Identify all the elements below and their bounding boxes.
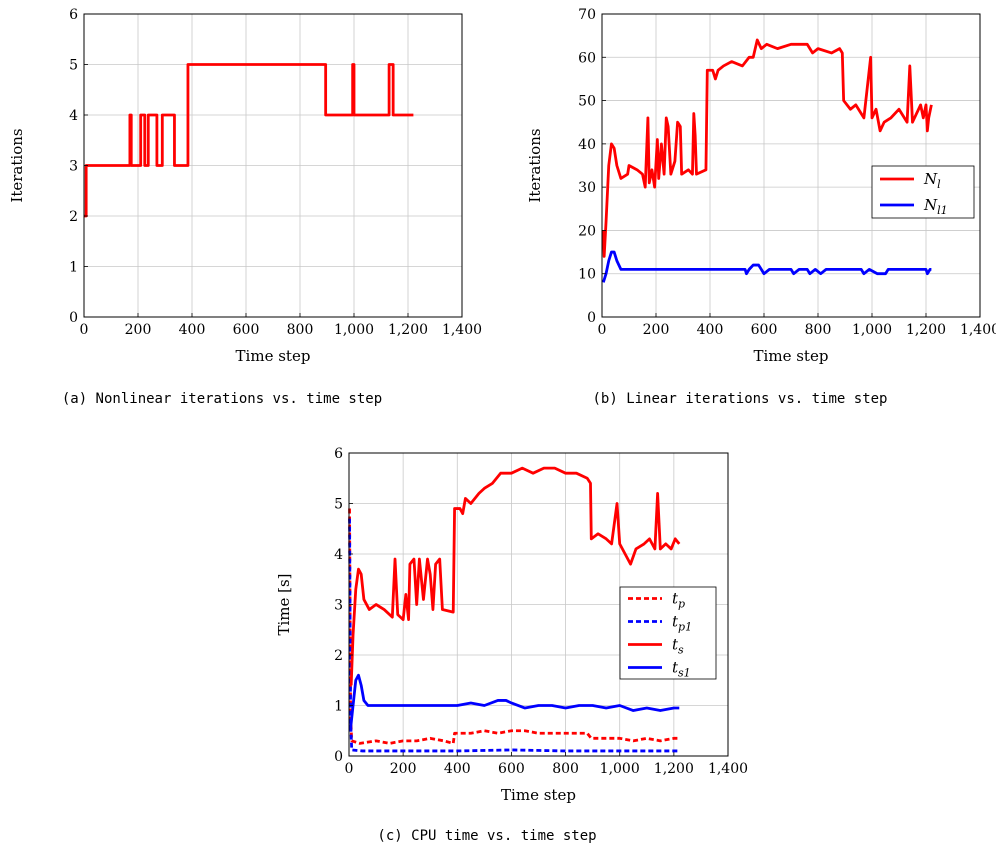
figure-caption: (c) CPU time vs. time step bbox=[377, 828, 596, 844]
x-tick-label: 400 bbox=[179, 322, 206, 338]
legend-label: Nl1 bbox=[923, 196, 948, 217]
x-tick-label: 1,000 bbox=[852, 322, 892, 338]
y-tick-label: 6 bbox=[69, 7, 78, 23]
y-tick-label: 2 bbox=[334, 648, 343, 664]
chart-b: 0 200 400 600 800 1,000 1,200 1,400 0 10 20 30 40 50 6… bbox=[526, 7, 996, 407]
legend-label: ts1 bbox=[672, 659, 691, 680]
x-tick-label: 200 bbox=[643, 322, 670, 338]
x-tick-label: 1,400 bbox=[708, 761, 748, 777]
figure-caption: (a) Nonlinear iterations vs. time step bbox=[62, 391, 382, 407]
series-line-n-l1 bbox=[602, 250, 932, 283]
y-axis-label: Iterations bbox=[8, 128, 26, 202]
y-tick-label: 4 bbox=[334, 547, 343, 563]
plot-frame bbox=[601, 13, 981, 318]
y-axis-label: Iterations bbox=[526, 128, 544, 202]
x-axis-label: Time step bbox=[236, 347, 311, 365]
series-line bbox=[84, 63, 414, 218]
y-tick-label: 3 bbox=[334, 598, 343, 614]
x-tick-label: 1,200 bbox=[388, 322, 428, 338]
legend-label-main: t bbox=[672, 590, 679, 608]
x-tick-label: 0 bbox=[345, 761, 354, 777]
y-tick-label: 1 bbox=[334, 699, 343, 715]
legend-label-main: t bbox=[672, 659, 679, 677]
legend-label-main: t bbox=[672, 636, 679, 654]
series-line-t-p bbox=[348, 508, 680, 745]
y-tick-label: 70 bbox=[578, 7, 596, 23]
y-tick-label: 5 bbox=[334, 497, 343, 513]
x-tick-label: 400 bbox=[697, 322, 724, 338]
legend-label-sub: s bbox=[678, 644, 684, 657]
y-tick-label: 20 bbox=[578, 223, 596, 239]
series-line-t-s bbox=[349, 466, 681, 686]
y-tick-label: 60 bbox=[578, 50, 596, 66]
series-line-n-l bbox=[601, 38, 933, 258]
x-tick-label: 1,400 bbox=[960, 322, 996, 338]
x-tick-label: 1,400 bbox=[442, 322, 482, 338]
x-tick-label: 1,200 bbox=[654, 761, 694, 777]
x-tick-label: 600 bbox=[498, 761, 525, 777]
y-tick-label: 0 bbox=[69, 310, 78, 326]
x-tick-label: 600 bbox=[751, 322, 778, 338]
x-tick-label: 0 bbox=[80, 322, 89, 338]
legend-box bbox=[871, 165, 975, 219]
legend-label: ts bbox=[672, 636, 684, 657]
x-tick-label: 400 bbox=[444, 761, 471, 777]
chart-c: 0 200 400 600 800 1,000 1,200 1,400 0 1 2 3 4 5 6 Time … bbox=[275, 446, 748, 844]
legend-label-main: N bbox=[923, 196, 938, 214]
x-tick-label: 0 bbox=[598, 322, 607, 338]
legend-label: Nl bbox=[923, 170, 941, 191]
x-tick-label: 1,000 bbox=[334, 322, 374, 338]
series-line-t-p1 bbox=[348, 518, 680, 753]
x-tick-label: 800 bbox=[287, 322, 314, 338]
legend-label-sub: p1 bbox=[678, 621, 692, 634]
legend-label-sub: l1 bbox=[937, 204, 948, 217]
y-tick-label: 10 bbox=[578, 267, 596, 283]
legend-box bbox=[619, 586, 717, 680]
y-tick-label: 0 bbox=[334, 749, 343, 765]
y-tick-label: 1 bbox=[69, 260, 78, 276]
legend-label-sub: p bbox=[678, 598, 685, 611]
x-axis-label: Time step bbox=[501, 786, 576, 804]
y-tick-label: 3 bbox=[69, 159, 78, 175]
legend-label-main: N bbox=[923, 170, 938, 188]
x-tick-label: 800 bbox=[552, 761, 579, 777]
legend-label-sub: l bbox=[937, 178, 941, 191]
x-tick-label: 800 bbox=[805, 322, 832, 338]
y-tick-label: 6 bbox=[334, 446, 343, 462]
y-tick-label: 5 bbox=[69, 58, 78, 74]
series-line-t-s1 bbox=[348, 673, 680, 731]
y-tick-label: 0 bbox=[587, 310, 596, 326]
y-axis-label: Time [s] bbox=[275, 573, 293, 635]
y-tick-label: 30 bbox=[578, 180, 596, 196]
legend-label: tp1 bbox=[672, 613, 692, 634]
legend-label-sub: s1 bbox=[678, 667, 691, 680]
x-tick-label: 200 bbox=[125, 322, 152, 338]
y-tick-label: 40 bbox=[578, 137, 596, 153]
x-tick-label: 1,000 bbox=[600, 761, 640, 777]
x-tick-label: 1,200 bbox=[906, 322, 946, 338]
y-tick-label: 4 bbox=[69, 108, 78, 124]
legend-label-main: t bbox=[672, 613, 679, 631]
y-tick-label: 50 bbox=[578, 94, 596, 110]
legend-label: tp bbox=[672, 590, 685, 611]
x-tick-label: 600 bbox=[233, 322, 260, 338]
x-axis-label: Time step bbox=[754, 347, 829, 365]
x-tick-label: 200 bbox=[390, 761, 417, 777]
y-tick-label: 2 bbox=[69, 209, 78, 225]
chart-a: 0 200 400 600 800 1,000 1,200 1,400 0 1 2 3 4 5 6 Time … bbox=[8, 7, 482, 407]
figure-caption: (b) Linear iterations vs. time step bbox=[592, 391, 887, 407]
